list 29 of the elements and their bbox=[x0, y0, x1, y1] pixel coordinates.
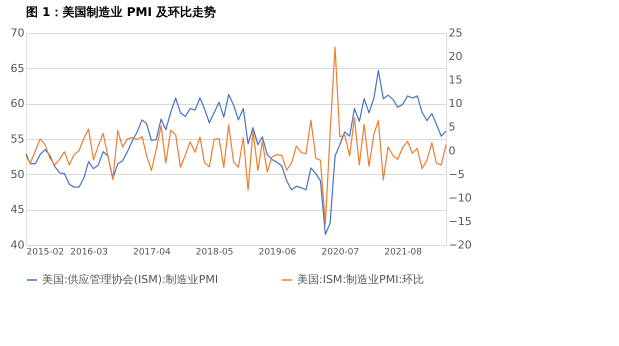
legend-label: 美国:供应管理协会(ISM):制造业PMI bbox=[42, 273, 218, 286]
x-tick-label: 2019-06 bbox=[258, 248, 297, 258]
y-tick-label: 60 bbox=[10, 97, 24, 110]
x-tick-label: 2015-02 bbox=[26, 248, 64, 258]
y2-tick-label: −5 bbox=[448, 168, 465, 181]
x-tick-label: 2018-05 bbox=[196, 248, 234, 258]
y-tick-label: 55 bbox=[10, 132, 24, 146]
y2-tick-label: −20 bbox=[448, 238, 472, 252]
y-tick-label: 50 bbox=[10, 168, 24, 181]
y-tick-label: 40 bbox=[10, 238, 24, 252]
x-tick-label: 2017-04 bbox=[133, 248, 171, 258]
y2-tick-label: 25 bbox=[448, 26, 462, 40]
y2-tick-label: −10 bbox=[448, 191, 472, 204]
y2-tick-label: −15 bbox=[448, 214, 472, 228]
line-series bbox=[25, 46, 447, 224]
y2-tick-label: 5 bbox=[448, 120, 456, 134]
x-tick-label: 2016-03 bbox=[70, 248, 108, 258]
x-tick-label: 2020-07 bbox=[322, 248, 360, 258]
y2-tick-label: 15 bbox=[448, 74, 462, 87]
y-tick-label: 70 bbox=[10, 26, 24, 40]
line-series bbox=[25, 70, 447, 235]
y-tick-label: 45 bbox=[10, 203, 24, 216]
y-tick-label: 65 bbox=[10, 62, 24, 75]
chart-title: 图 1：美国制造业 PMI 及环比走势 bbox=[26, 5, 216, 19]
y2-tick-label: 20 bbox=[448, 50, 462, 64]
x-tick-label: 2021-08 bbox=[384, 248, 422, 258]
y2-tick-label: 10 bbox=[448, 97, 462, 110]
legend-label: 美国:ISM:制造业PMI:环比 bbox=[297, 273, 424, 286]
y2-tick-label: 0 bbox=[448, 144, 456, 158]
